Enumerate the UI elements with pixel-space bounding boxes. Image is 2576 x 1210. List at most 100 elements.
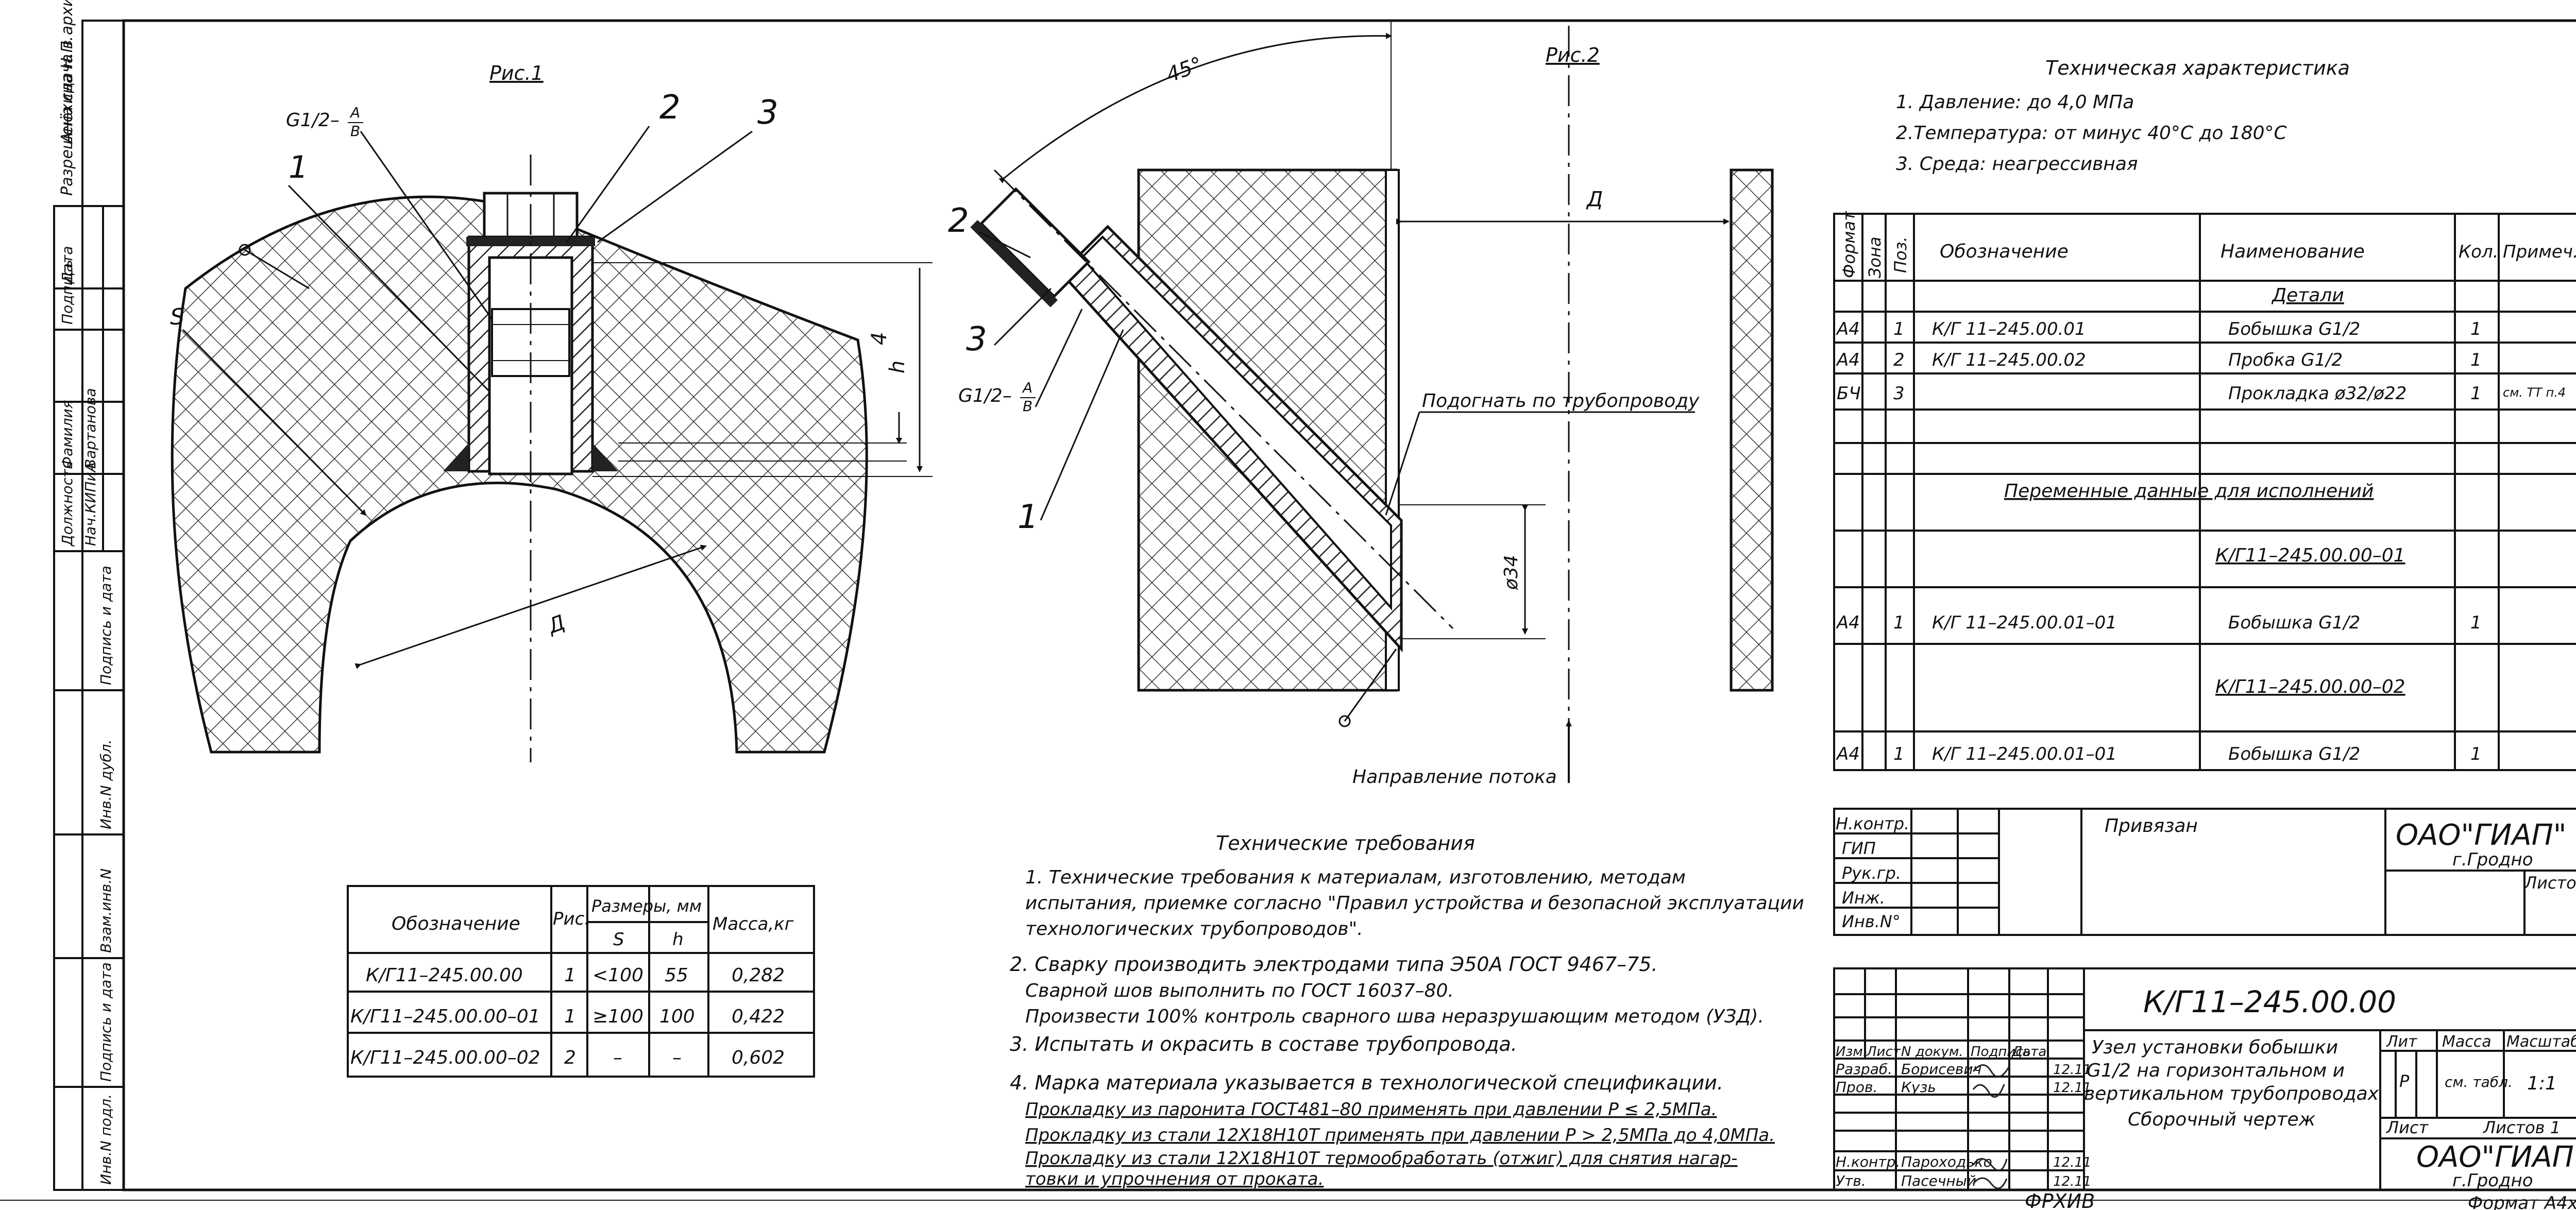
table-row: К/Г11–245.00.00–01 1 ≥100 100 0,422 <box>350 1006 785 1027</box>
spec-r2-format: А4 <box>1836 350 1860 370</box>
fig1-gasket <box>466 237 595 246</box>
spec-r1-qty: 1 <box>2470 319 2482 339</box>
tb-staff-3-role: Н.контр. <box>1836 1153 1900 1170</box>
fig2-angle: 45° <box>1163 53 1206 87</box>
tb-col-list: Лист <box>1866 1044 1901 1060</box>
spec-v2-name: Бобышка G1/2 <box>2228 744 2360 764</box>
tb-staff-2-role: Пров. <box>1836 1079 1877 1096</box>
tb-lit: Лит <box>2386 1033 2418 1051</box>
appr-role-3: Рук.гр. <box>1842 863 1901 883</box>
spec-v2-format: А4 <box>1836 744 1860 764</box>
dims-h-fig: Рис. <box>553 909 590 929</box>
dims-table: Обозначение Рис. Размеры, мм S h Масса,к… <box>347 885 815 1078</box>
format-label: Формат А4х3 <box>2468 1193 2576 1210</box>
tech-requirements: Технические требования 1. Технические тр… <box>1010 832 1804 1189</box>
tech-req-line-10: Прокладку из стали 12Х18Н10Т применять п… <box>1025 1125 1775 1146</box>
spec-table: Формат Зона Поз. Обозначение Наименовани… <box>1833 211 2576 771</box>
tech-req-title: Технические требования <box>1216 832 1475 855</box>
tb-staff-4-date: 12.11 <box>2053 1174 2091 1189</box>
appr-role-4: Инж. <box>1842 888 1885 908</box>
spec-section-variants: Переменные данные для исполнений <box>2004 481 2374 502</box>
fig1-leader-2: 2 <box>659 89 681 127</box>
fig2-thread-num: А <box>1022 379 1032 396</box>
surname-value: Вартанова <box>82 388 99 469</box>
signature-mark <box>1972 1084 2005 1098</box>
spec-r1-format: А4 <box>1836 319 1860 339</box>
tech-char-title: Техническая характеристика <box>2045 57 2350 79</box>
fig2-fit-note: Подогнать по трубопроводу <box>1422 390 1700 412</box>
field-sign-date-1: Подпись и дата <box>97 962 114 1082</box>
spec-r1-designation: К/Г 11–245.00.01 <box>1932 319 2086 339</box>
fig2-label: Рис.2 <box>1546 44 1600 66</box>
tech-req-line-8: 4. Марка материала указывается в техноло… <box>1010 1071 1723 1094</box>
tech-req-line-12: товки и упрочнения от проката. <box>1025 1169 1324 1189</box>
dims-r1-mass: 0,282 <box>732 965 785 986</box>
fig2-pipe-wall-right <box>1730 168 1774 692</box>
fig1-leader-3: 3 <box>757 94 778 132</box>
dims-h-h: h <box>672 929 684 950</box>
spec-h-zone: Зона <box>1865 236 1885 278</box>
appr-sheets: Листов <box>2524 873 2576 893</box>
table-row: БЧ 3 Прокладка ø32/ø22 1 см. ТТ п.4 <box>1837 383 2566 404</box>
spec-r3-pos: 3 <box>1893 383 1905 404</box>
dims-h-s: S <box>613 929 624 950</box>
fig1-thread-num: А <box>349 104 360 121</box>
tb-scale: Масштаб <box>2506 1033 2576 1051</box>
dims-r3-mass: 0,602 <box>732 1047 785 1068</box>
fig1-dim-4: 4 <box>868 332 891 345</box>
fig2-thread-den: В <box>1023 398 1032 415</box>
fig1-leader-1: 1 <box>289 149 308 185</box>
fig2-dim-d: Д <box>1586 188 1603 211</box>
fig1-thread-prefix: G1/2– <box>286 110 340 131</box>
fig2-thread-prefix: G1/2– <box>958 385 1012 406</box>
tb-staff-1-name: Борисевич <box>1901 1061 1981 1078</box>
spec-v1-pos: 1 <box>1893 612 1905 633</box>
tb-staff-2-date: 12.11 <box>2053 1080 2091 1096</box>
col-signature: Подпись <box>59 260 76 325</box>
tech-req-line-11: Прокладку из стали 12Х18Н10Т термообрабо… <box>1025 1148 1737 1169</box>
table-row: К/Г11–245.00.00–02 2 – – 0,602 <box>350 1047 785 1068</box>
table-row: Утв. Пасечный 12.11 <box>1836 1172 2091 1189</box>
dims-r3-h: – <box>672 1047 682 1068</box>
tb-staff-3-name: Пароходько <box>1901 1153 1992 1170</box>
spec-v1-designation: К/Г 11–245.00.01–01 <box>1932 612 2117 633</box>
appr-privyazan: Привязан <box>2105 815 2198 837</box>
signature-mark <box>1972 1177 2008 1189</box>
table-row: Пров. Кузь 12.11 <box>1836 1079 2091 1096</box>
spec-h-format: Формат <box>1839 211 1859 278</box>
spec-h-qty: Кол. <box>2459 242 2498 262</box>
tech-characteristics: Техническая характеристика 1. Давление: … <box>1896 57 2350 175</box>
tech-req-line-9: Прокладку из паронита ГОСТ481–80 применя… <box>1025 1099 1717 1120</box>
fig1-label: Рис.1 <box>489 62 544 84</box>
archive-stamp: ФРХИВ <box>2025 1190 2095 1210</box>
tb-code: К/Г11–245.00.00 <box>2143 984 2396 1019</box>
spec-r2-name: Пробка G1/2 <box>2228 350 2343 370</box>
side-strip-labels: Разрешена сдача в архив: Анёхина Н.П. До… <box>58 0 114 1185</box>
tb-mass: Масса <box>2442 1033 2492 1051</box>
spec-r2-qty: 1 <box>2470 350 2482 370</box>
spec-v1-name: Бобышка G1/2 <box>2228 612 2360 633</box>
tb-title-2: G1/2 на горизонтальном и <box>2087 1060 2345 1081</box>
title-block: К/Г11–245.00.00 Узел установки бобышки G… <box>1833 967 2576 1191</box>
tb-lit-value: Р <box>2399 1071 2410 1091</box>
col-surname: Фамилия <box>59 400 76 469</box>
tb-staff-4-name: Пасечный <box>1901 1172 1976 1189</box>
field-inv-dubl: Инв.N дубл. <box>97 740 114 830</box>
spec-section-details: Детали <box>2271 285 2344 306</box>
tb-sheets: Листов 1 <box>2483 1118 2561 1137</box>
tech-char-line-2: 2.Температура: от минус 40°С до 180°С <box>1896 123 2287 144</box>
tb-doc-type: Сборочный чертеж <box>2128 1109 2316 1130</box>
col-date: Дата <box>59 246 76 284</box>
tb-sheet: Лист <box>2386 1118 2429 1137</box>
fig2-flow: Направление потока <box>1352 766 1557 788</box>
table-row: А4 1 К/Г 11–245.00.01–01 Бобышка G1/2 1 <box>1836 612 2482 633</box>
table-row: К/Г11–245.00.00 1 <100 55 0,282 <box>366 965 785 986</box>
tb-title-1: Узел установки бобышки <box>2092 1037 2338 1058</box>
spec-r2-designation: К/Г 11–245.00.02 <box>1932 350 2086 370</box>
appr-org: ОАО"ГИАП" <box>2396 819 2567 852</box>
tb-col-doc: N докум. <box>1901 1044 1963 1060</box>
signature-mark <box>1972 1158 2008 1171</box>
tech-char-line-3: 3. Среда: неагрессивная <box>1896 154 2138 175</box>
fig2-leader-1: 1 <box>1018 498 1039 536</box>
tb-staff-2-name: Кузь <box>1901 1079 1936 1096</box>
